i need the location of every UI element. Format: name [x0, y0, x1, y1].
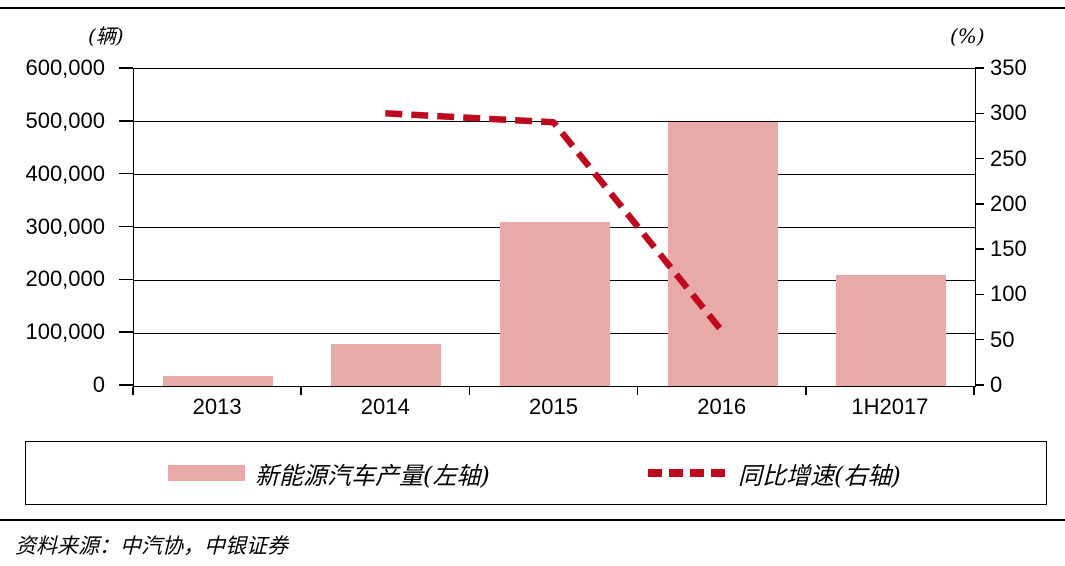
left-axis-tick-label: 500,000: [25, 107, 105, 133]
right-axis-tick: [975, 112, 984, 115]
right-axis-tick: [975, 248, 984, 250]
left-axis-tick-label: 600,000: [25, 55, 105, 80]
x-axis-label: 2013: [192, 394, 242, 419]
left-axis-tick: [119, 67, 133, 69]
left-axis-tick-label: 0: [92, 372, 105, 397]
legend-item-growth: 同比增速(右轴): [648, 442, 901, 504]
legend-label-production: 新能源汽车产量(左轴): [255, 461, 490, 490]
x-axis-tick: [973, 386, 975, 395]
left-axis-tick-label: 300,000: [25, 213, 105, 239]
bar-legend-swatch: [168, 465, 245, 481]
right-axis-tick-label: 250: [990, 145, 1027, 171]
top-rule: [0, 7, 1065, 9]
dashed-line-legend-swatch: [648, 469, 728, 477]
x-axis-label: 2015: [529, 394, 578, 419]
right-axis-tick-label: 300: [990, 100, 1027, 126]
bar: [835, 275, 946, 386]
right-axis-tick-label: 150: [990, 236, 1027, 262]
x-axis-label: 2014: [360, 394, 410, 419]
right-axis-tick: [975, 157, 984, 160]
x-axis-tick: [300, 386, 302, 395]
legend-label-growth: 同比增速(右轴): [738, 461, 901, 490]
right-axis-tick-label: 50: [990, 326, 1015, 352]
growth-line-layer: [385, 110, 725, 333]
x-axis-tick: [132, 386, 134, 395]
left-axis-tick: [119, 225, 133, 228]
right-axis-tick-label: 350: [990, 55, 1027, 80]
bottom-rule: [0, 519, 1065, 521]
right-axis-tick-label: 0: [990, 372, 1003, 397]
right-axis-tick-label: 100: [990, 281, 1027, 307]
source-note: 资料来源：中汽协，中银证券: [15, 534, 288, 558]
x-axis-label: 2016: [697, 394, 747, 419]
x-axis-label: 1H2017: [851, 394, 929, 419]
left-axis-tick-label: 400,000: [25, 160, 105, 186]
right-axis-tick: [975, 67, 984, 69]
left-axis-tick: [119, 331, 133, 333]
left-axis-tick-label: 200,000: [25, 266, 105, 292]
x-axis-tick: [636, 386, 639, 395]
right-axis-tick-label: 200: [990, 190, 1027, 216]
bar: [499, 222, 610, 386]
x-axis-tick: [468, 386, 471, 395]
right-axis-tick: [975, 293, 984, 296]
right-axis-tick: [975, 384, 984, 386]
left-axis-tick-label: 100,000: [25, 319, 105, 345]
bar: [667, 121, 778, 386]
gridline: [134, 174, 975, 176]
right-axis-tick: [975, 203, 984, 205]
left-axis-tick: [119, 278, 133, 281]
legend: 新能源汽车产量(左轴) 同比增速(右轴): [25, 441, 1047, 505]
bar: [163, 376, 274, 386]
left-axis-unit: (辆): [88, 24, 124, 48]
left-axis-tick: [119, 384, 133, 386]
x-axis-tick: [805, 386, 807, 395]
legend-item-production: 新能源汽车产量(左轴): [168, 442, 490, 504]
right-axis-tick: [975, 338, 984, 341]
left-axis-tick: [119, 120, 133, 122]
right-axis-unit: (%): [950, 24, 985, 48]
growth-line: [385, 110, 725, 333]
bar: [331, 343, 442, 386]
left-axis-tick: [119, 172, 133, 175]
